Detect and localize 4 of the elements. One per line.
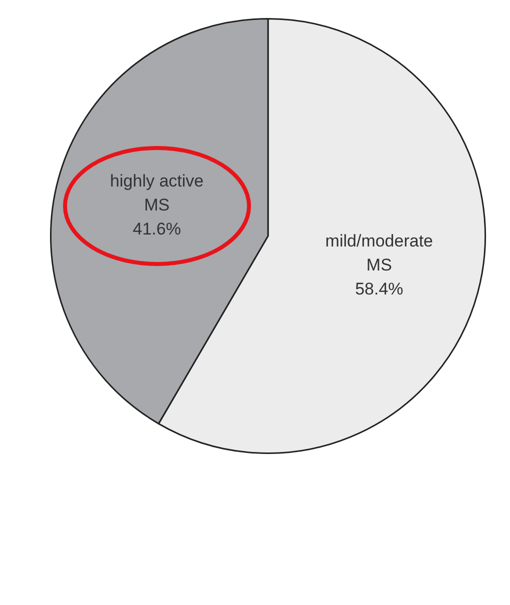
- data-label: 41.6%: [132, 220, 181, 239]
- data-label: 58.4%: [355, 280, 404, 299]
- slice-label: mild/moderate MS: [325, 232, 434, 275]
- slice-label: highly active MS: [110, 172, 204, 215]
